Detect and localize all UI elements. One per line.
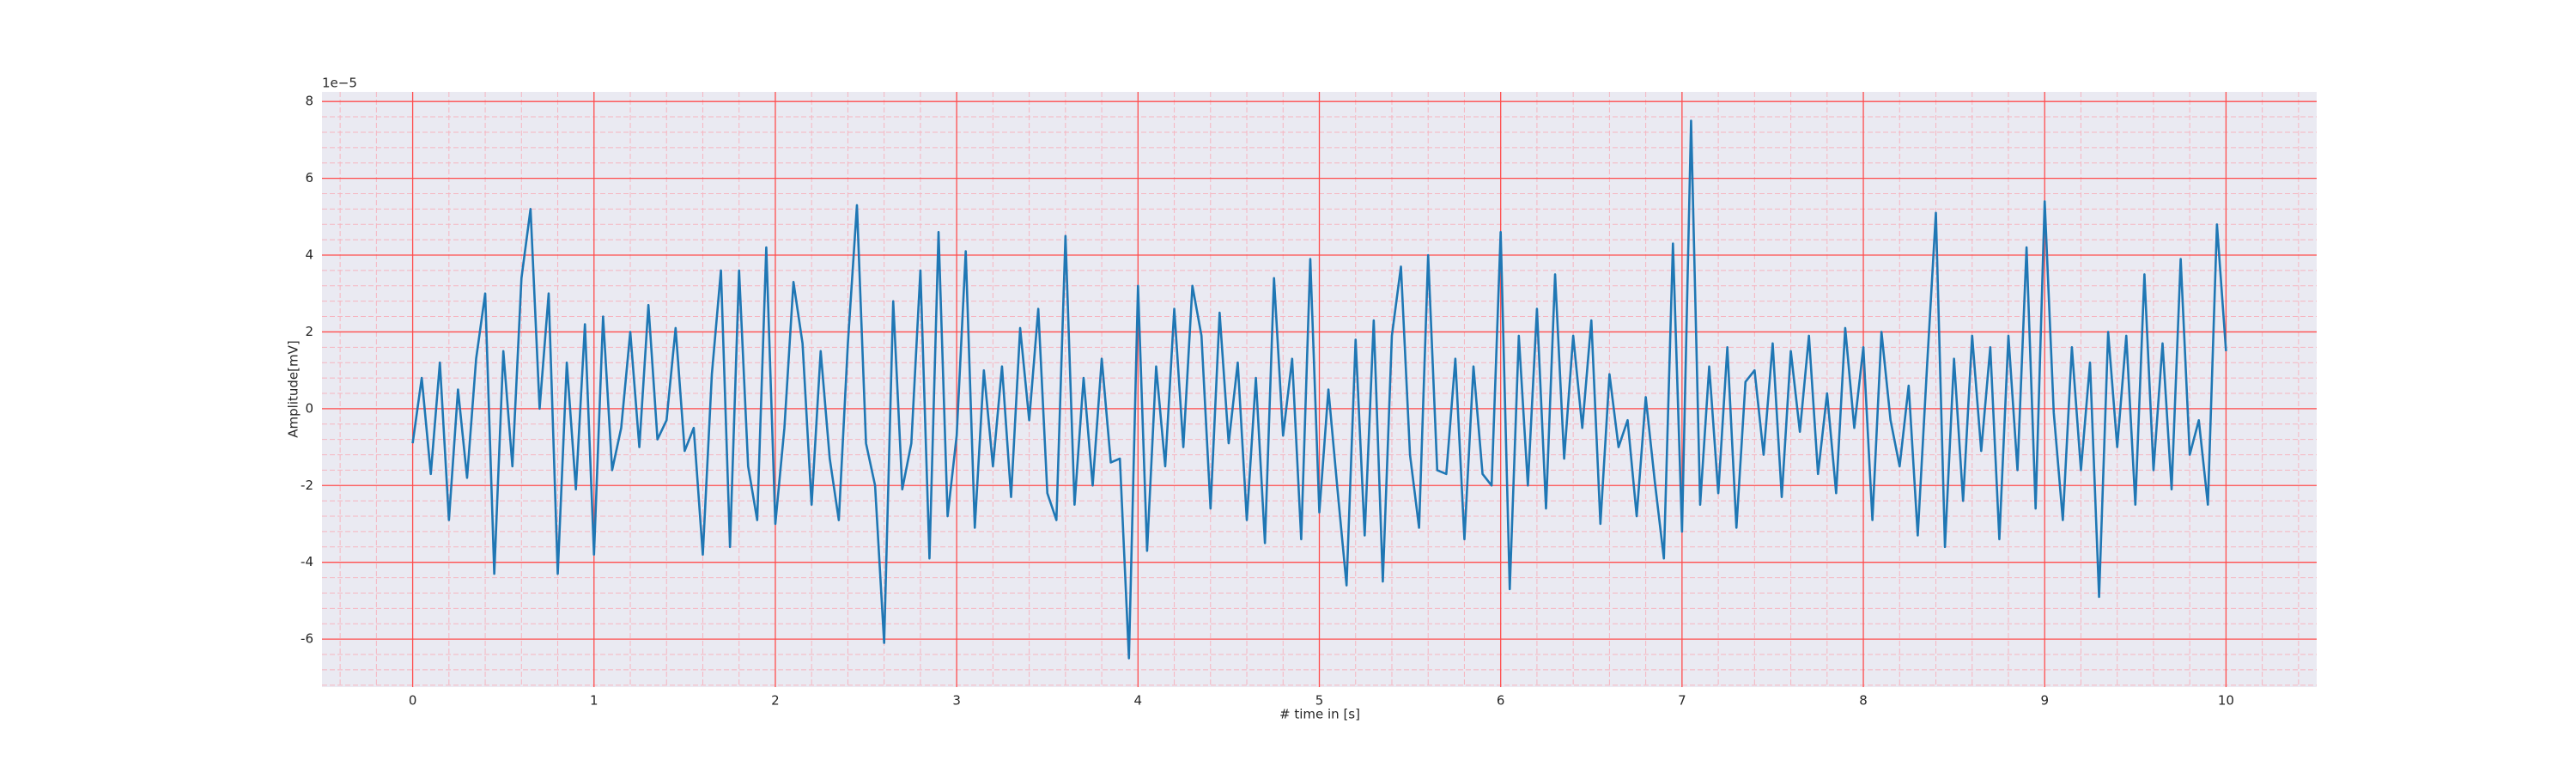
offset-label: 1e−5	[322, 76, 357, 91]
x-tick-label: 5	[1315, 693, 1324, 709]
x-tick-label: 4	[1134, 693, 1143, 709]
y-tick-label: 2	[305, 324, 313, 339]
grid	[322, 92, 2317, 687]
y-tick-label: -4	[301, 554, 313, 569]
x-tick-label: 2	[771, 693, 780, 709]
line	[411, 119, 2227, 660]
x-tick-label: 8	[1859, 693, 1868, 709]
y-tick-label: 6	[305, 170, 313, 186]
y-tick-label: -6	[301, 631, 313, 647]
x-axis-label: # time in [s]	[1279, 707, 1360, 722]
y-axis-label: Amplitude[mV]	[286, 340, 301, 437]
x-tick-label: 9	[2040, 693, 2049, 709]
x-tick-label: 0	[409, 693, 417, 709]
y-tick-label: 4	[305, 247, 313, 263]
x-tick-label: 7	[1678, 693, 1686, 709]
y-tick-label: 8	[305, 94, 313, 109]
y-tick-label: -2	[301, 478, 313, 493]
series	[411, 119, 2227, 660]
x-tick-label: 10	[2218, 693, 2234, 709]
x-tick-label: 1	[590, 693, 598, 709]
x-tick-label: 3	[952, 693, 961, 709]
y-tick-label: 0	[305, 400, 313, 416]
x-tick-label: 6	[1497, 693, 1505, 709]
